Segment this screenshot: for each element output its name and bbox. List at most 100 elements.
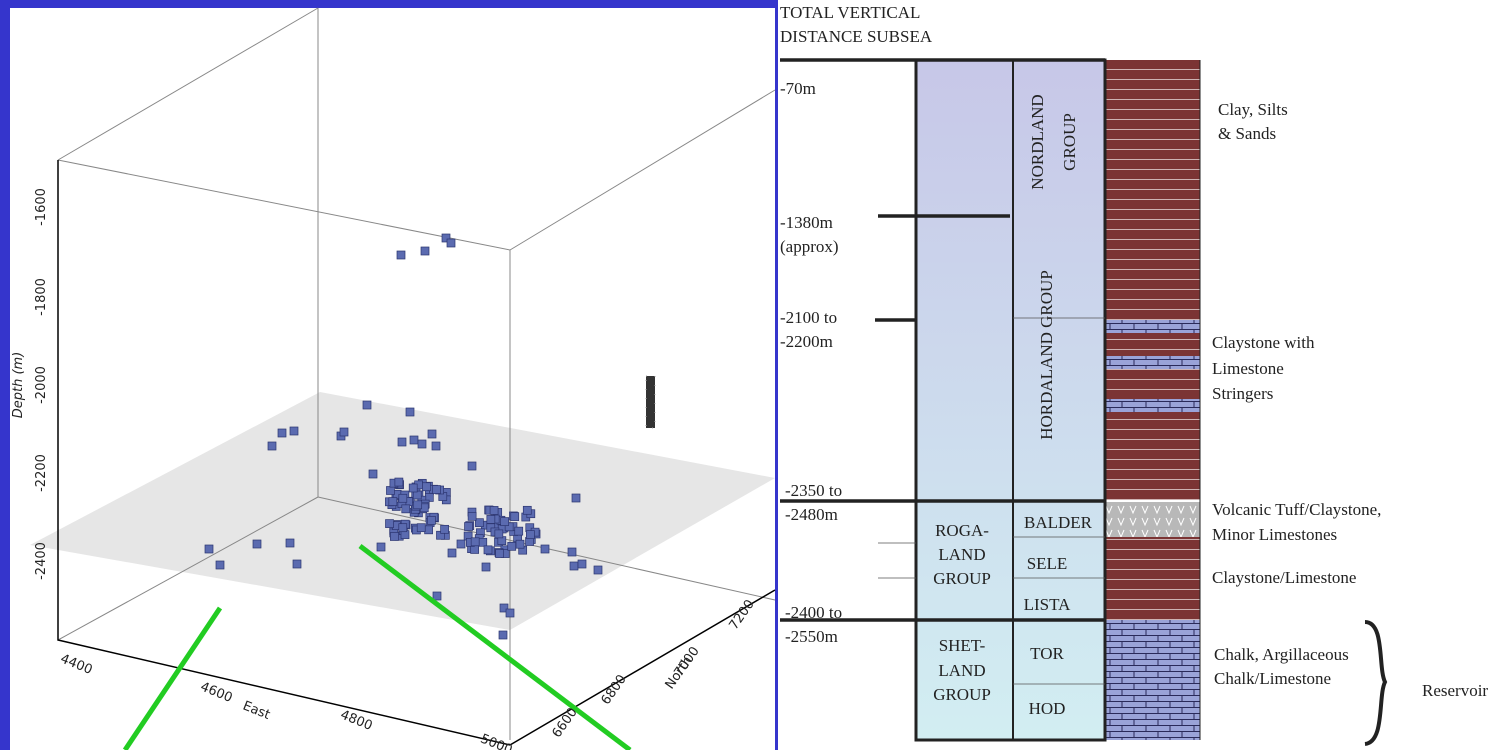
page: Depth (m) -1600 -1800 -2000 -2200 -2400 …	[0, 0, 1509, 750]
lithology-label: Clay, Silts	[1218, 100, 1288, 119]
group-label: LAND	[938, 545, 985, 564]
event-marker	[399, 494, 407, 502]
event-marker	[409, 484, 417, 492]
depth-label: -2550m	[785, 627, 838, 646]
event-marker	[479, 538, 487, 546]
axis-label: Depth (m)	[11, 352, 26, 419]
receivers	[646, 376, 655, 428]
lithology-label: Chalk/Limestone	[1214, 669, 1331, 688]
event-marker	[471, 538, 479, 546]
depth-label: -2400 to	[785, 603, 842, 622]
lithology-label: Volcanic Tuff/Claystone,	[1212, 500, 1381, 519]
event-marker	[487, 515, 495, 523]
event-marker	[421, 247, 429, 255]
event-marker	[570, 562, 578, 570]
event-marker	[484, 546, 492, 554]
depth-label: -70m	[780, 79, 816, 98]
plot-background	[10, 8, 775, 750]
event-marker	[377, 543, 385, 551]
event-marker	[516, 540, 524, 548]
formation-label: TOR	[1030, 644, 1064, 663]
event-marker	[568, 548, 576, 556]
lithology-label: Minor Limestones	[1212, 525, 1337, 544]
group-label: GROUP	[933, 569, 991, 588]
plot-panel: Depth (m) -1600 -1800 -2000 -2200 -2400 …	[10, 8, 775, 750]
group-label: GROUP	[933, 685, 991, 704]
event-marker	[428, 430, 436, 438]
event-marker	[427, 516, 435, 524]
column-panel: TOTAL VERTICAL DISTANCE SUBSEA -70m -138…	[778, 0, 1509, 750]
tick-label: -1800	[34, 278, 49, 316]
lithology-label: & Sands	[1218, 124, 1276, 143]
tick-label: -1600	[34, 188, 49, 226]
event-marker	[511, 513, 519, 521]
event-marker	[515, 527, 523, 535]
title: DISTANCE SUBSEA	[780, 27, 933, 46]
event-marker	[448, 549, 456, 557]
event-marker	[447, 239, 455, 247]
event-marker	[523, 506, 531, 514]
formation-label: SELE	[1027, 554, 1068, 573]
event-marker	[541, 545, 549, 553]
event-marker	[402, 505, 410, 513]
event-marker	[398, 438, 406, 446]
event-marker	[425, 526, 433, 534]
event-marker	[506, 609, 514, 617]
event-marker	[290, 427, 298, 435]
tick-label: -2000	[34, 366, 49, 404]
lithology-label: Stringers	[1212, 384, 1273, 403]
event-marker	[286, 539, 294, 547]
event-marker	[390, 532, 398, 540]
event-marker	[495, 530, 503, 538]
event-marker	[406, 408, 414, 416]
depth-label: -2200m	[780, 332, 833, 351]
event-marker	[496, 550, 504, 558]
formation-label: HOD	[1029, 699, 1066, 718]
event-marker	[578, 560, 586, 568]
tick-label: -2400	[34, 542, 49, 580]
event-marker	[433, 592, 441, 600]
event-marker	[499, 631, 507, 639]
event-marker	[432, 486, 440, 494]
lithology-label: Limestone	[1212, 359, 1284, 378]
depth-label: (approx)	[780, 237, 839, 256]
tuff-litho	[1105, 502, 1200, 537]
event-marker	[422, 483, 430, 491]
event-marker	[526, 531, 534, 539]
event-marker	[441, 525, 449, 533]
tick-label: -2200	[34, 454, 49, 492]
event-marker	[205, 545, 213, 553]
chalk-litho	[1105, 620, 1200, 740]
group-label: LAND	[938, 661, 985, 680]
event-marker	[508, 542, 516, 550]
event-marker	[268, 442, 276, 450]
formation-label: LISTA	[1024, 595, 1072, 614]
limestone-litho	[1105, 399, 1200, 412]
event-marker	[386, 486, 394, 494]
event-marker	[293, 560, 301, 568]
depth-label: -2350 to	[785, 481, 842, 500]
group-label: ROGA-	[935, 521, 989, 540]
event-marker	[410, 436, 418, 444]
event-marker	[465, 523, 473, 531]
slide: Depth (m) -1600 -1800 -2000 -2200 -2400 …	[0, 0, 1509, 750]
group-label: HORDALAND GROUP	[1037, 270, 1056, 440]
event-marker	[363, 401, 371, 409]
clay-litho	[1105, 537, 1200, 620]
event-marker	[399, 524, 407, 532]
event-marker	[501, 518, 509, 526]
event-marker	[216, 561, 224, 569]
event-marker	[389, 498, 397, 506]
depth-label: -1380m	[780, 213, 833, 232]
event-marker	[482, 563, 490, 571]
event-marker	[490, 506, 498, 514]
event-marker	[386, 520, 394, 528]
event-marker	[414, 501, 422, 509]
event-marker	[395, 478, 403, 486]
limestone-litho	[1105, 356, 1200, 369]
group-label: SHET-	[939, 636, 986, 655]
lithology-label: Chalk, Argillaceous	[1214, 645, 1349, 664]
event-marker	[340, 428, 348, 436]
formation-label: BALDER	[1024, 513, 1093, 532]
clay-litho	[1105, 60, 1200, 500]
